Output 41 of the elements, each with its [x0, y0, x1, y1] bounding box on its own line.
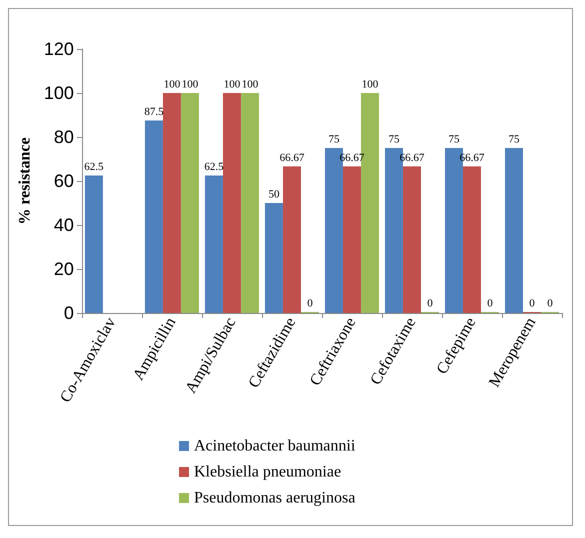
- bar: [144, 120, 163, 313]
- y-axis-title: % resistance: [16, 137, 34, 225]
- bar: [402, 166, 421, 313]
- data-label: 0: [307, 298, 314, 310]
- bar: [342, 166, 361, 313]
- data-label: 100: [362, 78, 379, 90]
- data-label: 0: [427, 298, 434, 310]
- data-label: 62.5: [84, 161, 104, 173]
- bar: [222, 93, 241, 313]
- y-tick-label: 80: [54, 127, 74, 147]
- data-label: 0: [529, 298, 536, 310]
- data-label: 0: [547, 298, 554, 310]
- legend-label: Klebsiella pneumoniae: [194, 464, 342, 480]
- bar: [282, 166, 301, 313]
- data-label: 100: [164, 78, 181, 90]
- legend-label: Acinetobacter baumannii: [194, 438, 356, 454]
- data-label: 100: [224, 78, 241, 90]
- data-label: 100: [182, 78, 199, 90]
- bar: [462, 166, 481, 313]
- y-tick-label: 0: [64, 303, 74, 323]
- data-label: 0: [487, 298, 494, 310]
- data-label: 100: [242, 78, 259, 90]
- y-tick-label: 60: [54, 171, 74, 191]
- y-tick-label: 120: [44, 39, 74, 59]
- data-label: 50: [268, 188, 280, 200]
- data-label: 66.67: [280, 152, 305, 164]
- bar: [180, 93, 199, 313]
- bar: [204, 176, 223, 313]
- bar: [240, 93, 259, 313]
- data-label: 75: [448, 134, 460, 146]
- bar: [162, 93, 181, 313]
- data-label: 75: [328, 134, 340, 146]
- data-label: 75: [508, 134, 520, 146]
- bar: [264, 203, 283, 313]
- y-tick-label: 40: [54, 215, 74, 235]
- bar: [504, 148, 523, 313]
- y-tick-label: 100: [44, 83, 74, 103]
- bar: [84, 176, 103, 313]
- y-tick-label: 20: [54, 259, 74, 279]
- data-label: 75: [388, 134, 400, 146]
- legend-label: Pseudomonas aeruginosa: [194, 490, 356, 506]
